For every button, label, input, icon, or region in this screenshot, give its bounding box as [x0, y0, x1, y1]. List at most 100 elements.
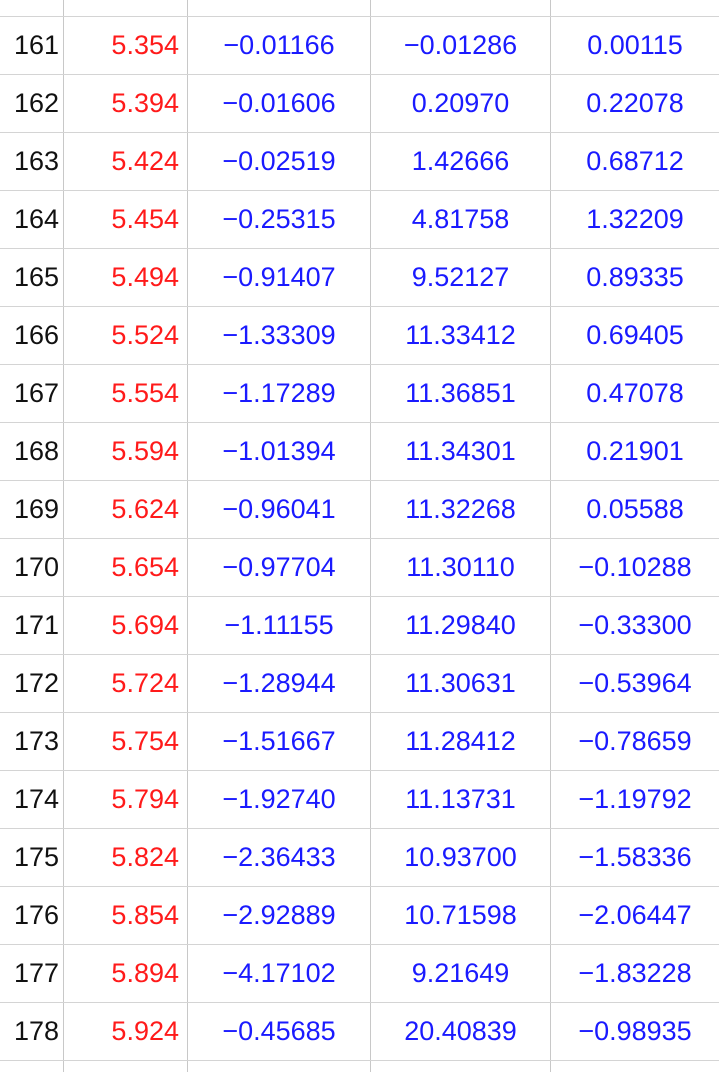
value-b-cell[interactable]: 9.21649	[371, 945, 551, 1002]
value-a-cell[interactable]: −0.01166	[188, 17, 371, 74]
table-row[interactable]: 162 5.394 −0.01606 0.20970 0.22078	[0, 74, 719, 132]
value-b-cell[interactable]: 0.20970	[371, 75, 551, 132]
row-index-cell[interactable]: 178	[0, 1003, 64, 1060]
row-index-cell[interactable]: 171	[0, 597, 64, 654]
value-c-cell[interactable]: −0.33300	[578, 610, 692, 640]
value-c-cell[interactable]: 1.32209	[586, 204, 684, 234]
x-value-cell[interactable]: 5.394	[64, 75, 188, 132]
row-index-cell[interactable]: 175	[0, 829, 64, 886]
table-row[interactable]: 178 5.924 −0.45685 20.40839 −0.98935	[0, 1002, 719, 1060]
table-row[interactable]: 177 5.894 −4.17102 9.21649 −1.83228	[0, 944, 719, 1002]
value-b-cell[interactable]: 10.71598	[371, 887, 551, 944]
value-c-cell[interactable]: −0.78659	[578, 726, 692, 756]
table-row[interactable]: 167 5.554 −1.17289 11.36851 0.47078	[0, 364, 719, 422]
value-a-cell[interactable]: −1.51667	[188, 713, 371, 770]
value-c-cell[interactable]: 0.69405	[586, 320, 684, 350]
value-b-cell[interactable]: 1.42666	[371, 133, 551, 190]
row-index-cell[interactable]: 163	[0, 133, 64, 190]
row-index-cell[interactable]: 165	[0, 249, 64, 306]
value-b-cell[interactable]: 11.29840	[371, 597, 551, 654]
value-c-cell[interactable]: −0.98935	[578, 1016, 692, 1046]
value-c-cell[interactable]: −0.10288	[578, 552, 692, 582]
row-index-cell[interactable]: 161	[0, 17, 64, 74]
value-c-cell[interactable]: −1.83228	[578, 958, 692, 988]
row-index-cell[interactable]: 167	[0, 365, 64, 422]
x-value-cell[interactable]: 5.924	[64, 1003, 188, 1060]
value-b-cell[interactable]: 10.93700	[371, 829, 551, 886]
table-row[interactable]: 175 5.824 −2.36433 10.93700 −1.58336	[0, 828, 719, 886]
table-row[interactable]: 168 5.594 −1.01394 11.34301 0.21901	[0, 422, 719, 480]
table-row[interactable]: 161 5.354 −0.01166 −0.01286 0.00115	[0, 16, 719, 74]
table-row[interactable]: 174 5.794 −1.92740 11.13731 −1.19792	[0, 770, 719, 828]
x-value-cell[interactable]: 5.524	[64, 307, 188, 364]
value-c-cell[interactable]: 0.68712	[586, 146, 684, 176]
x-value-cell[interactable]: 5.494	[64, 249, 188, 306]
value-b-cell[interactable]: 11.30631	[371, 655, 551, 712]
value-a-cell[interactable]: −0.45685	[188, 1003, 371, 1060]
value-b-cell[interactable]: 11.13731	[371, 771, 551, 828]
value-a-cell[interactable]: −1.28944	[188, 655, 371, 712]
table-row[interactable]: 173 5.754 −1.51667 11.28412 −0.78659	[0, 712, 719, 770]
value-c-cell[interactable]: −1.58336	[578, 842, 692, 872]
value-c-cell[interactable]: 0.00115	[587, 30, 683, 60]
x-value-cell[interactable]: 5.354	[64, 17, 188, 74]
x-value-cell[interactable]: 5.454	[64, 191, 188, 248]
value-a-cell[interactable]: −0.97704	[188, 539, 371, 596]
table-row[interactable]: 170 5.654 −0.97704 11.30110 −0.10288	[0, 538, 719, 596]
row-index-cell[interactable]: 162	[0, 75, 64, 132]
value-c-cell[interactable]: 0.22078	[586, 88, 684, 118]
value-b-cell[interactable]: 11.33412	[371, 307, 551, 364]
table-row[interactable]: 172 5.724 −1.28944 11.30631 −0.53964	[0, 654, 719, 712]
value-a-cell[interactable]: −1.92740	[188, 771, 371, 828]
value-a-cell[interactable]: −1.11155	[188, 597, 371, 654]
table-row[interactable]: 164 5.454 −0.25315 4.81758 1.32209	[0, 190, 719, 248]
x-value-cell[interactable]: 5.894	[64, 945, 188, 1002]
x-value-cell[interactable]: 5.854	[64, 887, 188, 944]
row-index-cell[interactable]: 173	[0, 713, 64, 770]
value-b-cell[interactable]: 11.28412	[371, 713, 551, 770]
row-index-cell[interactable]: 169	[0, 481, 64, 538]
value-c-cell[interactable]: −2.06447	[578, 900, 692, 930]
value-b-cell[interactable]: 11.32268	[371, 481, 551, 538]
row-index-cell[interactable]: 174	[0, 771, 64, 828]
value-a-cell[interactable]: −2.36433	[188, 829, 371, 886]
row-index-cell[interactable]: 168	[0, 423, 64, 480]
x-value-cell[interactable]: 5.554	[64, 365, 188, 422]
value-c-cell[interactable]: 0.21901	[586, 436, 684, 466]
value-c-cell[interactable]: −0.53964	[578, 668, 692, 698]
x-value-cell[interactable]: 5.794	[64, 771, 188, 828]
table-row[interactable]: 165 5.494 −0.91407 9.52127 0.89335	[0, 248, 719, 306]
row-index-cell[interactable]: 177	[0, 945, 64, 1002]
x-value-cell[interactable]: 5.724	[64, 655, 188, 712]
value-c-cell[interactable]: 0.47078	[586, 378, 684, 408]
table-row[interactable]: 163 5.424 −0.02519 1.42666 0.68712	[0, 132, 719, 190]
x-value-cell[interactable]: 5.694	[64, 597, 188, 654]
value-c-cell[interactable]: 0.05588	[586, 494, 684, 524]
value-a-cell[interactable]: −4.17102	[188, 945, 371, 1002]
value-b-cell[interactable]: 11.36851	[371, 365, 551, 422]
value-b-cell[interactable]: 4.81758	[371, 191, 551, 248]
x-value-cell[interactable]: 5.624	[64, 481, 188, 538]
value-a-cell[interactable]: −1.33309	[188, 307, 371, 364]
table-row[interactable]: 171 5.694 −1.11155 11.29840 −0.33300	[0, 596, 719, 654]
value-b-cell[interactable]: 11.34301	[371, 423, 551, 480]
row-index-cell[interactable]: 164	[0, 191, 64, 248]
value-b-cell[interactable]: −0.01286	[371, 17, 551, 74]
table-row[interactable]: 176 5.854 −2.92889 10.71598 −2.06447	[0, 886, 719, 944]
value-a-cell[interactable]: −0.96041	[188, 481, 371, 538]
value-b-cell[interactable]: 20.40839	[371, 1003, 551, 1060]
table-row[interactable]: 166 5.524 −1.33309 11.33412 0.69405	[0, 306, 719, 364]
value-a-cell[interactable]: −2.92889	[188, 887, 371, 944]
value-a-cell[interactable]: −0.01606	[188, 75, 371, 132]
value-c-cell[interactable]: 0.89335	[586, 262, 684, 292]
x-value-cell[interactable]: 5.424	[64, 133, 188, 190]
value-a-cell[interactable]: −1.17289	[188, 365, 371, 422]
value-a-cell[interactable]: −0.02519	[188, 133, 371, 190]
x-value-cell[interactable]: 5.824	[64, 829, 188, 886]
table-row[interactable]: 169 5.624 −0.96041 11.32268 0.05588	[0, 480, 719, 538]
value-c-cell[interactable]: −1.19792	[578, 784, 692, 814]
value-a-cell[interactable]: −0.25315	[188, 191, 371, 248]
x-value-cell[interactable]: 5.654	[64, 539, 188, 596]
row-index-cell[interactable]: 166	[0, 307, 64, 364]
row-index-cell[interactable]: 172	[0, 655, 64, 712]
